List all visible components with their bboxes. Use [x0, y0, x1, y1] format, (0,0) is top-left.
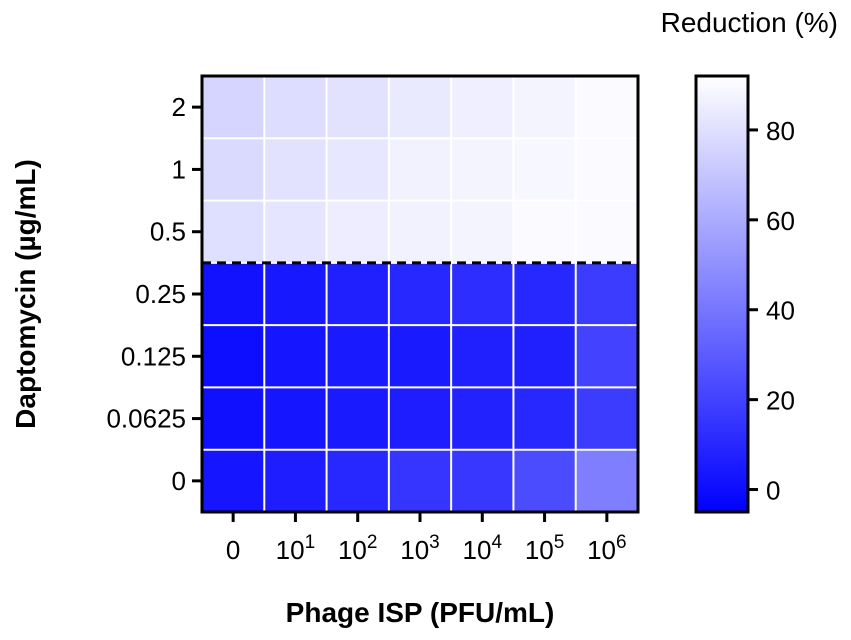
colorbar-tick-label: 80 [766, 116, 795, 146]
heatmap-cell [202, 200, 265, 263]
heatmap-cell [264, 200, 327, 263]
heatmap-cell [451, 449, 514, 512]
heatmap-cell [513, 387, 576, 450]
y-tick-label: 0.5 [150, 217, 186, 247]
heatmap-cell [264, 138, 327, 201]
heatmap-cell [575, 200, 638, 263]
x-tick-label: 106 [587, 532, 627, 565]
heatmap-cell [202, 387, 265, 450]
heatmap-cell [451, 138, 514, 201]
colorbar-title: Reduction (%) [661, 7, 838, 38]
colorbar-tick-label: 40 [766, 296, 795, 326]
heatmap-cell [388, 138, 452, 201]
heatmap-cell [202, 138, 265, 201]
heatmap-cell [575, 76, 638, 139]
colorbar-tick-label: 60 [766, 206, 795, 236]
heatmap-cell [202, 325, 265, 388]
heatmap-cell [575, 262, 638, 326]
heatmap-cell [575, 449, 638, 512]
heatmap-cell [264, 76, 327, 139]
heatmap-cell [513, 138, 576, 201]
heatmap-cell [575, 325, 638, 388]
heatmap-cell [575, 387, 638, 450]
colorbar-tick-label: 20 [766, 386, 795, 416]
y-tick-label: 0.0625 [106, 404, 186, 434]
heatmap-cell [388, 76, 452, 139]
y-tick-label: 1 [172, 154, 186, 184]
heatmap-cell [326, 387, 389, 450]
heatmap-cell [326, 325, 389, 388]
heatmap-cell [388, 449, 452, 512]
x-tick-label: 103 [400, 532, 440, 565]
y-tick-label: 0.25 [135, 279, 186, 309]
x-axis-ticks: 0 101 102 103 104 105 106 [226, 512, 627, 565]
x-tick-label: 101 [276, 532, 316, 565]
heatmap-cell [513, 449, 576, 512]
y-tick-label: 0.125 [121, 341, 186, 371]
x-tick-label: 0 [226, 535, 240, 565]
heatmap-cell [264, 325, 327, 388]
heatmap-cell [513, 262, 576, 326]
heatmap-cell [451, 387, 514, 450]
heatmap-cell [513, 76, 576, 139]
colorbar [694, 74, 750, 514]
heatmap-cell [388, 387, 452, 450]
y-axis-title: Daptomycin (µg/mL) [10, 159, 41, 429]
heatmap-cell [202, 76, 265, 139]
heatmap-cell [326, 449, 389, 512]
heatmap-cell [451, 76, 514, 139]
colorbar-ticks: 0 20 40 60 80 [748, 116, 795, 506]
heatmap-cell [575, 138, 638, 201]
heatmap-cells [202, 76, 638, 512]
x-tick-label: 105 [525, 532, 565, 565]
heatmap-cell [388, 200, 452, 263]
heatmap-cell [326, 138, 389, 201]
x-tick-label: 104 [463, 532, 503, 565]
heatmap-cell [264, 262, 327, 326]
heatmap-cell [513, 325, 576, 388]
y-tick-label: 2 [172, 92, 186, 122]
x-tick-label: 102 [338, 532, 378, 565]
heatmap-cell [264, 387, 327, 450]
heatmap-cell [326, 262, 389, 326]
heatmap-cell [202, 262, 265, 326]
heatmap-cell [451, 200, 514, 263]
heatmap-cell [451, 262, 514, 326]
heatmap-cell [388, 262, 452, 326]
heatmap-cell [326, 76, 389, 139]
heatmap-cell [513, 200, 576, 263]
colorbar-tick-label: 0 [766, 476, 780, 506]
y-axis-ticks: 2 1 0.5 0.25 0.125 0.0625 0 [106, 92, 202, 496]
x-axis-title: Phage ISP (PFU/mL) [286, 597, 555, 628]
heatmap-cell [451, 325, 514, 388]
y-tick-label: 0 [172, 466, 186, 496]
heatmap-cell [264, 449, 327, 512]
heatmap-cell [388, 325, 452, 388]
heatmap-cell [326, 200, 389, 263]
heatmap-cell [202, 449, 265, 512]
